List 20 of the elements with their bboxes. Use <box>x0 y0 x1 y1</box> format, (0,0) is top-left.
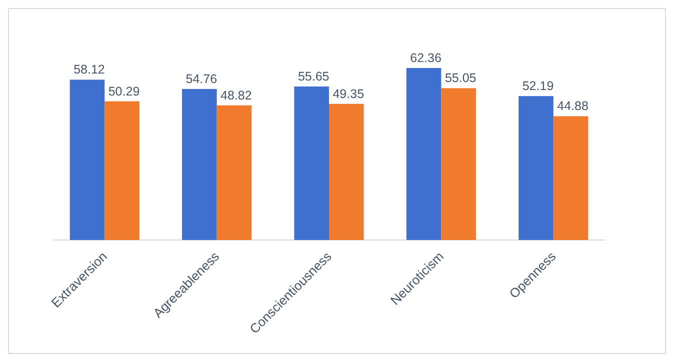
bar <box>553 116 588 240</box>
bar <box>182 88 217 240</box>
data-label: 48.82 <box>220 88 252 102</box>
bar <box>406 68 442 240</box>
data-label: 55.05 <box>444 71 476 86</box>
bar <box>70 80 105 240</box>
data-label: 62.36 <box>410 51 442 65</box>
data-label: 49.35 <box>332 86 364 101</box>
data-label: 54.76 <box>186 72 218 86</box>
bar <box>104 101 140 240</box>
data-label: 52.19 <box>522 79 554 94</box>
data-label: 44.88 <box>557 99 588 114</box>
data-label: 58.12 <box>74 62 105 77</box>
bar <box>518 96 554 240</box>
bar <box>441 88 476 240</box>
bar <box>329 104 364 240</box>
data-label: 50.29 <box>108 84 140 98</box>
bar <box>294 86 329 240</box>
bar <box>216 105 252 240</box>
data-label: 55.65 <box>298 70 330 84</box>
